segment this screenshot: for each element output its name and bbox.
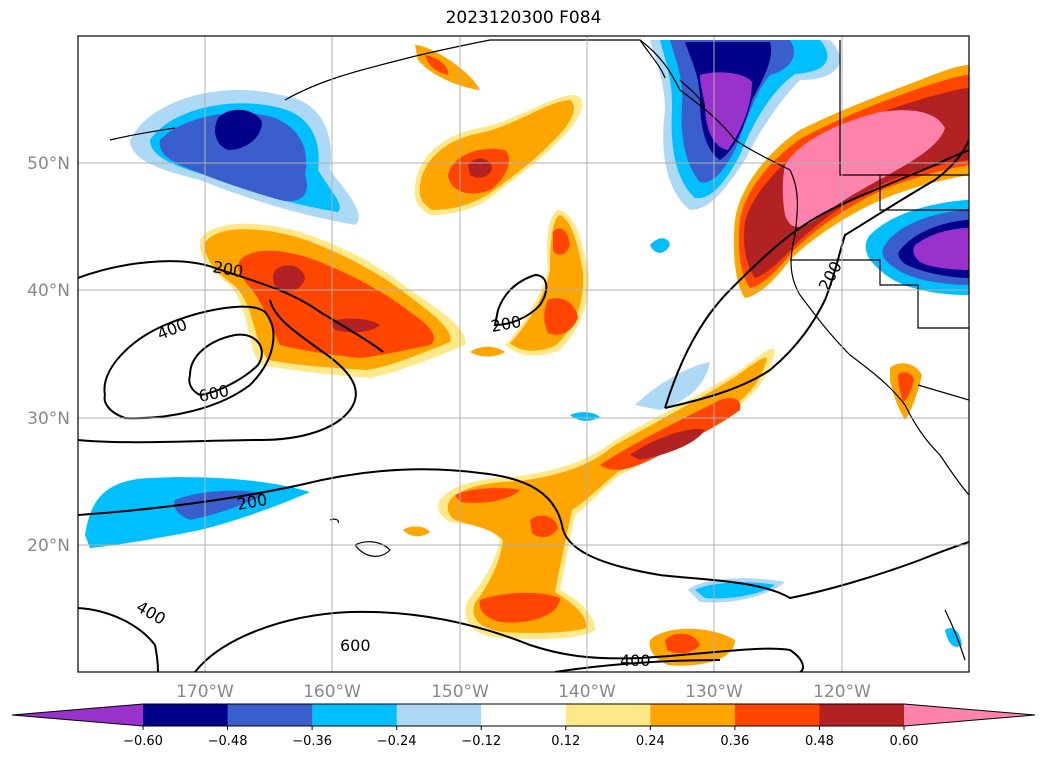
colorbar-tick-label: 0.24	[636, 734, 665, 749]
colorbar-extend-high	[904, 704, 1035, 726]
anomaly-positive-blob	[782, 110, 945, 227]
graticule	[78, 36, 969, 672]
contour-line	[554, 659, 721, 672]
contour-label: 200	[815, 258, 846, 294]
coastline	[354, 541, 391, 557]
contour-line	[493, 273, 548, 327]
map-frame	[77, 35, 970, 673]
lon-label: 150°W	[431, 682, 489, 702]
anomaly-positive-blob	[479, 592, 560, 623]
coastline	[329, 518, 340, 524]
anomaly-negative-blob	[215, 109, 262, 150]
anomaly-negative-blob	[913, 228, 969, 270]
anomaly-positive-blob	[403, 526, 430, 537]
coastline	[917, 384, 969, 401]
colorbar-segment	[819, 704, 905, 726]
anomaly-positive-blob	[665, 633, 700, 654]
map-title: 2023120300 F084	[445, 8, 602, 28]
anomaly-positive-blob	[455, 487, 520, 503]
anomaly-positive-blob	[470, 346, 505, 357]
lon-label: 170°W	[176, 682, 234, 702]
contour-label: 600	[197, 381, 231, 406]
colorbar-tick-label: 0.36	[720, 734, 749, 749]
colorbar-segment	[312, 704, 398, 726]
contour-label: 200	[211, 257, 244, 281]
anomaly-positive-blob	[425, 55, 449, 75]
colorbar-extend-low	[12, 704, 143, 726]
colorbar-tick-label: −0.12	[461, 734, 501, 749]
latitude-labels: 50°N 40°N 30°N 20°N	[27, 154, 70, 556]
colorbar-segment	[650, 704, 736, 726]
coastline	[839, 40, 969, 176]
contour-line	[78, 607, 159, 672]
colorbar-segment	[396, 704, 482, 726]
colorbar-segment	[143, 704, 229, 726]
anomaly-negative-blob	[159, 112, 308, 202]
coastline-layer	[109, 39, 969, 661]
colorbar-segment	[481, 704, 567, 726]
filled-anomaly-layer	[85, 40, 969, 666]
anomaly-negative-blob	[650, 238, 670, 253]
lon-label: 140°W	[558, 682, 616, 702]
colorbar-tick-label: −0.36	[292, 734, 332, 749]
anomaly-positive-blob	[553, 228, 570, 255]
lat-label: 20°N	[27, 536, 70, 556]
anomaly-positive-blob	[600, 398, 741, 470]
contour-label: 600	[340, 636, 371, 655]
colorbar-tick-label: −0.24	[377, 734, 417, 749]
contour-label: 200	[235, 490, 268, 514]
anomaly-positive-blob	[630, 429, 705, 460]
contour-line	[78, 260, 384, 353]
anomaly-negative-blob	[700, 72, 752, 150]
coastline	[790, 259, 969, 329]
contour-line	[188, 333, 263, 397]
colorbar-segment	[227, 704, 313, 726]
coastline	[639, 39, 706, 111]
contour-line	[664, 139, 969, 409]
coastline	[879, 175, 969, 211]
colorbar: −0.60 −0.48 −0.36 −0.24 −0.12 0.12 0.24 0.36 0.4…	[11, 703, 1036, 749]
lon-label: 130°W	[685, 682, 743, 702]
contour-line	[78, 468, 969, 600]
coastline	[944, 609, 966, 661]
anomaly-positive-blob	[544, 298, 578, 335]
colorbar-segment	[565, 704, 651, 726]
anomaly-negative-blob	[570, 412, 600, 421]
contour-line	[78, 299, 357, 444]
lat-label: 40°N	[27, 281, 70, 301]
anomaly-negative-blob	[174, 490, 265, 520]
contour-label: 400	[154, 315, 189, 344]
contour-line	[194, 610, 804, 672]
coastline	[284, 39, 791, 171]
lat-label: 30°N	[27, 409, 70, 429]
lon-label: 120°W	[813, 682, 871, 702]
coastline	[789, 169, 969, 496]
colorbar-tick-label: 0.60	[890, 734, 919, 749]
lon-label: 160°W	[303, 682, 361, 702]
anomaly-negative-blob	[945, 628, 962, 647]
colorbar-tick-label: −0.48	[208, 734, 248, 749]
colorbar-segment	[734, 704, 820, 726]
colorbar-tick-label: 0.12	[551, 734, 580, 749]
anomaly-positive-blob	[330, 318, 380, 333]
colorbar-tick-label: −0.60	[123, 734, 163, 749]
colorbar-tick-label: 0.48	[805, 734, 834, 749]
anomaly-positive-blob	[898, 372, 914, 402]
lat-label: 50°N	[27, 154, 70, 174]
longitude-labels: 170°W 160°W 150°W 140°W 130°W 120°W	[176, 682, 871, 702]
anomaly-positive-blob	[530, 515, 558, 538]
anomaly-positive-blob	[415, 45, 480, 90]
anomaly-positive-blob	[273, 265, 305, 292]
contour-label: 400	[620, 651, 651, 670]
coastline	[109, 127, 176, 141]
contour-label: 400	[133, 597, 169, 629]
